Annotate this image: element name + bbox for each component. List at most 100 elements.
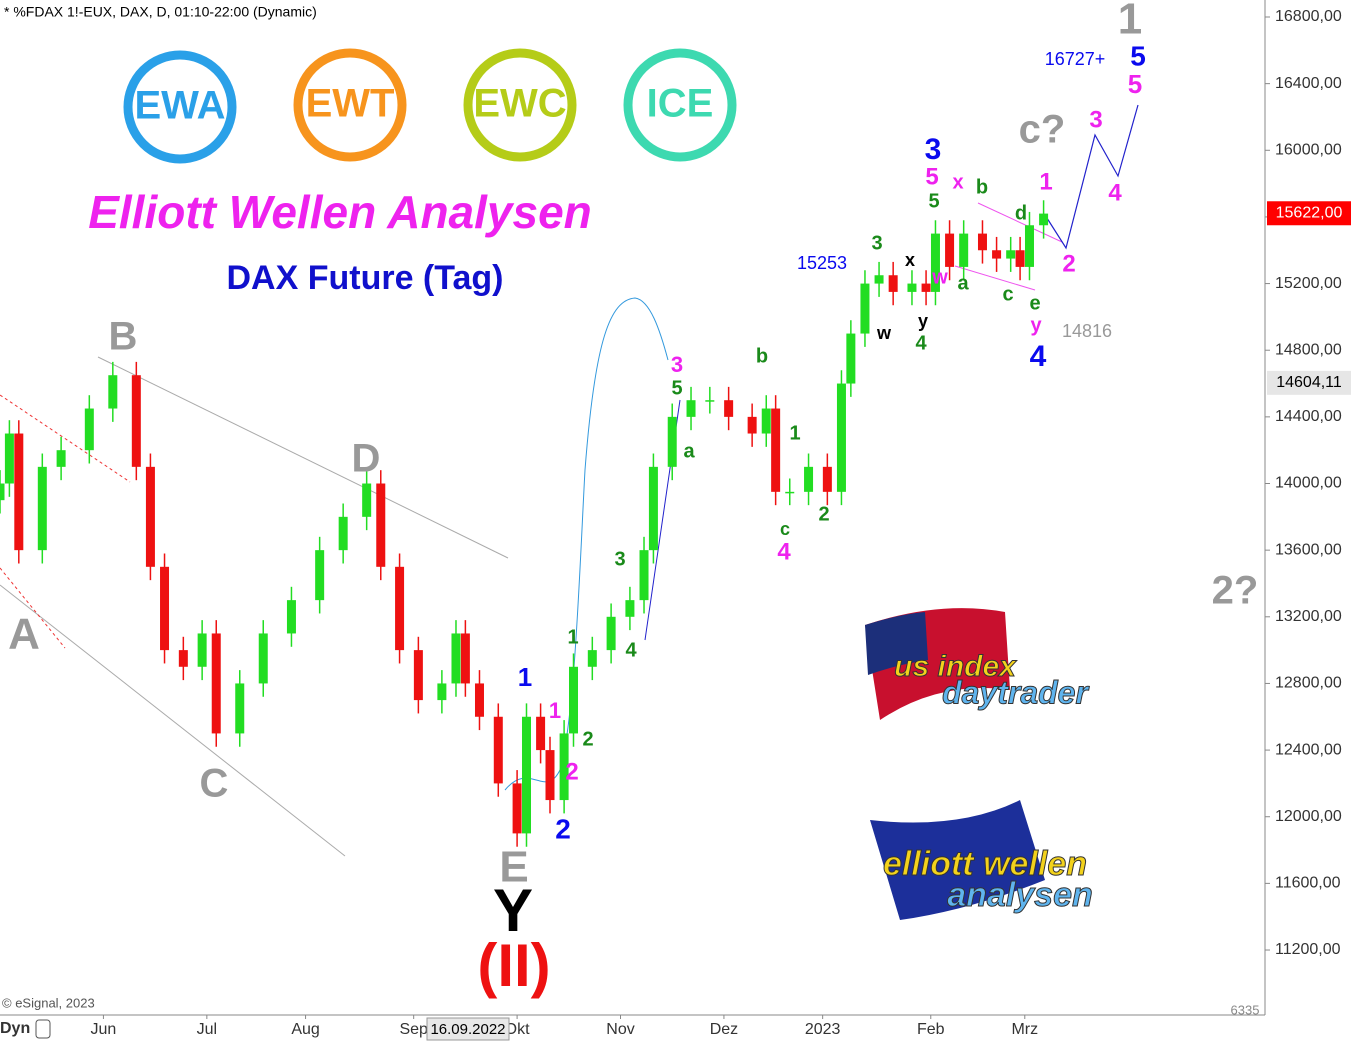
candle-body bbox=[1039, 213, 1049, 226]
wave-label: 2 bbox=[582, 728, 593, 750]
wave-label: w bbox=[876, 323, 892, 343]
candle-body bbox=[761, 408, 771, 434]
candle-body bbox=[460, 633, 470, 684]
x-tick-label: 2023 bbox=[805, 1021, 841, 1038]
candles bbox=[0, 200, 1049, 847]
candle-body bbox=[959, 233, 969, 267]
candle-body bbox=[395, 566, 405, 651]
candle-body bbox=[235, 683, 245, 734]
wave-label: x bbox=[905, 250, 915, 270]
logo-text: EWC bbox=[473, 82, 566, 126]
projection-path bbox=[1044, 104, 1139, 250]
y-tick-label: 15200,00 bbox=[1275, 275, 1342, 292]
wave-label: c bbox=[1002, 283, 1013, 305]
candle-body bbox=[362, 483, 372, 517]
wave-label: 5 bbox=[671, 377, 682, 399]
candle-body bbox=[888, 275, 898, 292]
candle-body bbox=[286, 600, 296, 634]
wave-label: B bbox=[109, 315, 138, 359]
wave-label: a bbox=[683, 440, 695, 462]
wave-label: y bbox=[1030, 314, 1042, 336]
wave-label: 5 bbox=[1128, 69, 1142, 99]
copyright: © eSignal, 2023 bbox=[2, 995, 95, 1010]
candle-body bbox=[474, 683, 484, 717]
wave-label: 1 bbox=[1118, 0, 1142, 44]
candle-body bbox=[587, 650, 597, 667]
y-tick-label: 16400,00 bbox=[1275, 75, 1342, 92]
candle-body bbox=[705, 400, 715, 402]
logos: EWA EWT EWC ICE bbox=[123, 48, 737, 164]
wave-label: C bbox=[200, 762, 229, 806]
us-banner: us index daytrader bbox=[865, 608, 1090, 720]
candle-body bbox=[178, 650, 188, 667]
candle-body bbox=[493, 716, 503, 784]
candle-body bbox=[747, 416, 757, 434]
candle-body bbox=[108, 375, 118, 409]
candle-body bbox=[625, 600, 635, 617]
candle-body bbox=[822, 466, 832, 492]
x-tick-label: Dez bbox=[710, 1021, 738, 1038]
banner-text: elliott wellen bbox=[883, 845, 1087, 883]
logo-ring bbox=[463, 48, 577, 162]
eu-banner: elliott wellen analysen bbox=[870, 800, 1093, 920]
lock-icon[interactable] bbox=[35, 1019, 51, 1039]
candle-body bbox=[771, 408, 781, 492]
candle-body bbox=[258, 633, 268, 684]
interval-label: Dyn bbox=[0, 1020, 30, 1037]
wave-label: 15253 bbox=[797, 253, 847, 273]
y-tick-label: 14000,00 bbox=[1275, 475, 1342, 492]
candle-body bbox=[0, 483, 5, 501]
candle-body bbox=[145, 466, 155, 567]
y-tick-label: 14800,00 bbox=[1275, 341, 1342, 358]
wave-label: 4 bbox=[1108, 179, 1122, 206]
axes: 11200,00 11600,00 12000,00 12400,00 12800,00… bbox=[91, 8, 1351, 1038]
candle-body bbox=[930, 233, 940, 292]
wave-label: 2 bbox=[1062, 250, 1075, 277]
candle-body bbox=[84, 408, 94, 451]
wave-label: 3 bbox=[925, 133, 942, 166]
wave-label: 4 bbox=[915, 332, 927, 354]
wave-label: c bbox=[780, 519, 790, 539]
wave-label: 16727+ bbox=[1045, 49, 1106, 69]
wave-label: (II) bbox=[477, 932, 550, 999]
y-tick-label: 11600,00 bbox=[1275, 875, 1341, 892]
logo-text: ICE bbox=[647, 82, 714, 126]
x-tick-label: Feb bbox=[917, 1021, 945, 1038]
banner-text: us index bbox=[894, 650, 1017, 683]
wave-label: w bbox=[931, 266, 948, 288]
logo-text: EWA bbox=[134, 84, 225, 128]
wave-label: 1 bbox=[549, 698, 561, 723]
candle-body bbox=[606, 616, 616, 651]
chart-subtitle: DAX Future (Tag) bbox=[226, 259, 503, 297]
candle-body bbox=[846, 333, 856, 384]
wave-label: 14816 bbox=[1062, 321, 1112, 341]
price-marker-label: 14604,11 bbox=[1276, 374, 1342, 391]
candle-body bbox=[131, 375, 141, 467]
y-tick-label: 14400,00 bbox=[1275, 408, 1342, 425]
wave-label: 1 bbox=[1039, 168, 1052, 195]
candle-body bbox=[14, 433, 24, 551]
candle-body bbox=[376, 483, 386, 567]
candle-body bbox=[512, 783, 522, 834]
wave-label: 5 bbox=[1130, 40, 1146, 71]
y-tick-label: 16800,00 bbox=[1275, 8, 1342, 25]
wave-label: 2 bbox=[818, 503, 829, 525]
candle-body bbox=[197, 633, 207, 667]
candle-body bbox=[992, 250, 1002, 259]
wave-label: x bbox=[952, 171, 963, 193]
wave-label: 1 bbox=[789, 422, 800, 444]
logo-text: EWT bbox=[306, 82, 395, 126]
triangle-lines bbox=[954, 202, 1063, 291]
cursor-date-box bbox=[426, 1017, 510, 1041]
y-tick-label: 12000,00 bbox=[1275, 808, 1342, 825]
x-tick-label: Jul bbox=[197, 1021, 217, 1038]
wave-label: 3 bbox=[614, 548, 625, 570]
candle-body bbox=[921, 283, 931, 292]
candle-body bbox=[569, 666, 579, 734]
wave-label: y bbox=[918, 311, 928, 331]
candle-body bbox=[160, 566, 170, 651]
wave-label: E bbox=[499, 843, 528, 892]
candle-body bbox=[667, 416, 677, 467]
